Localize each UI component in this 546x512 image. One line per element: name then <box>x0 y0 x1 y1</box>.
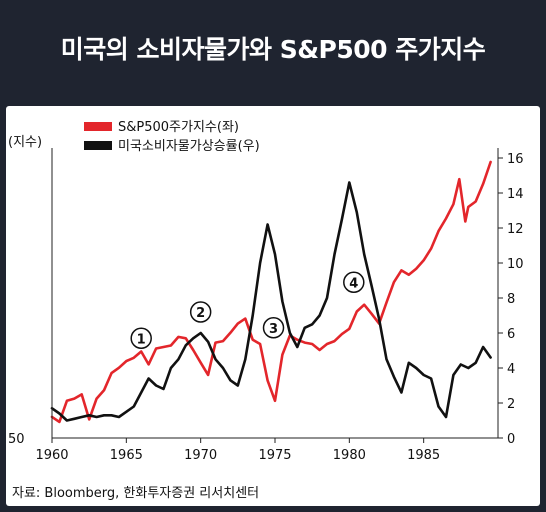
legend-swatch-cpi <box>84 141 112 150</box>
legend-label-cpi: 미국소비자물가상승률(우) <box>118 139 260 154</box>
legend-swatch-sp500 <box>84 122 112 131</box>
left-tick-label: 50 <box>8 432 25 447</box>
x-tick-label: 1970 <box>184 448 217 463</box>
x-tick-label: 1975 <box>258 448 291 463</box>
right-tick-label: 0 <box>507 432 515 447</box>
source-note: 자료: Bloomberg, 한화투자증권 리서치센터 <box>12 486 260 501</box>
right-tick-label: 4 <box>507 362 515 377</box>
annotation-label: 1 <box>137 332 146 347</box>
x-tick-label: 1985 <box>407 448 440 463</box>
cpi-series-line <box>50 181 492 422</box>
annotation-circle <box>262 317 285 339</box>
right-tick-label: 8 <box>507 292 515 307</box>
right-tick-label: 16 <box>507 152 524 167</box>
right-tick-label: 2 <box>507 397 515 412</box>
annotation-circle <box>130 327 152 349</box>
chart-title: 미국의 소비자물가와 S&P500 주가지수 <box>60 35 486 64</box>
left-axis-label: (지수) <box>8 135 42 150</box>
annotation-label: 2 <box>196 306 205 321</box>
x-tick-label: 1980 <box>333 448 366 463</box>
legend-label-sp500: S&P500주가지수(좌) <box>118 120 239 135</box>
x-tick-label: 1960 <box>35 448 68 463</box>
right-tick-label: 6 <box>507 327 515 342</box>
right-tick-label: 10 <box>507 257 524 272</box>
sp500-series-line <box>50 160 492 424</box>
x-tick-label: 1965 <box>110 448 143 463</box>
right-tick-label: 12 <box>507 222 524 237</box>
annotation-circle <box>343 271 365 293</box>
header: 미국의 소비자물가와 S&P500 주가지수 <box>0 0 546 96</box>
right-tick-label: 14 <box>507 187 524 202</box>
annotation-label: 3 <box>269 322 278 337</box>
annotation-label: 4 <box>349 276 358 291</box>
annotation-circle <box>189 301 212 323</box>
